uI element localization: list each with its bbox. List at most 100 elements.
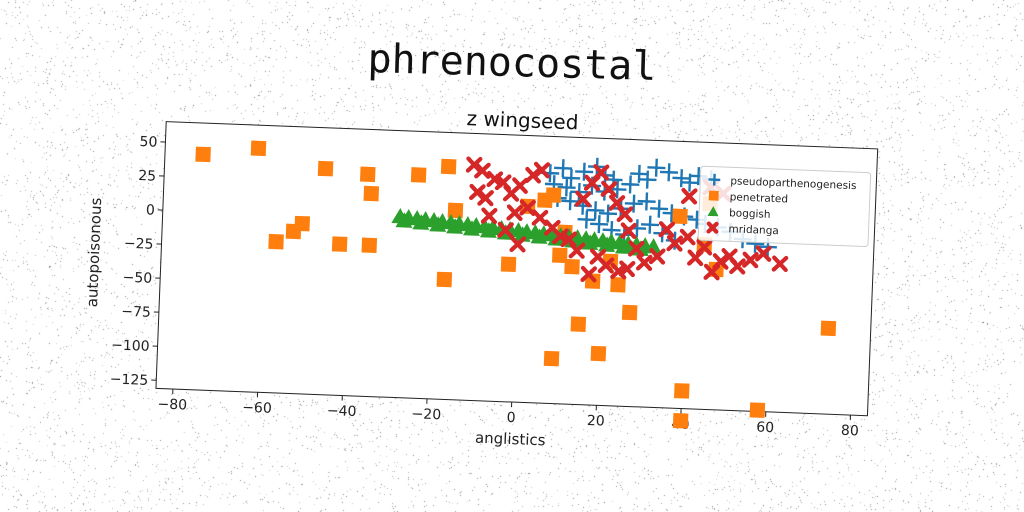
triangle-point (462, 220, 480, 236)
x-point (574, 190, 592, 208)
square-point (436, 271, 453, 288)
triangle-point (513, 226, 531, 242)
legend-label: pseudoparthenogenesis (730, 175, 857, 192)
x-point (680, 187, 698, 205)
square-point (543, 350, 560, 367)
plus-point (586, 201, 605, 220)
x-point (524, 166, 542, 184)
plus-point (659, 163, 679, 182)
x-point (679, 228, 697, 246)
plus-point (554, 159, 573, 178)
x-tick-label: −80 (157, 396, 187, 413)
plus-point (647, 158, 666, 177)
y-tick-label: −25 (124, 236, 154, 253)
square-point (673, 383, 690, 399)
square-point (564, 258, 580, 275)
y-tick-label: −50 (122, 270, 152, 287)
square-point (363, 185, 380, 202)
x-tick-label: 20 (587, 413, 605, 430)
legend-marker (707, 206, 719, 217)
triangle-point (631, 240, 649, 257)
axes: −80−60−40−2002040608050250−25−50−75−100−… (110, 121, 879, 440)
plus-point (562, 169, 581, 188)
triangle-point (395, 212, 413, 228)
y-tick-label: 25 (138, 168, 156, 185)
legend-marker (708, 173, 721, 186)
x-point (474, 162, 491, 179)
x-point (755, 245, 772, 262)
legend-marker (708, 190, 719, 201)
x-point (618, 260, 636, 278)
x-tick-label: 80 (841, 423, 859, 440)
x-point (771, 255, 789, 273)
x-point (620, 222, 637, 240)
series-boggish (391, 207, 662, 257)
x-tick-label: 0 (506, 410, 516, 426)
square-point (250, 140, 267, 157)
x-point (658, 221, 676, 238)
plus-point (637, 192, 656, 211)
plus-point (590, 215, 609, 234)
x-point (580, 265, 598, 283)
plus-point (638, 170, 657, 189)
square-point (551, 247, 568, 264)
square-point (359, 166, 376, 183)
square-point (268, 233, 284, 250)
square-point (294, 215, 311, 232)
legend-label: mridanga (728, 223, 779, 237)
triangle-point (581, 234, 599, 250)
square-point (545, 187, 562, 203)
y-tick-label: 50 (139, 134, 157, 151)
triangle-point (644, 238, 662, 254)
x-point (506, 204, 524, 222)
square-point (440, 158, 457, 175)
x-point (742, 251, 759, 269)
triangle-point (614, 238, 632, 254)
plus-point (621, 175, 640, 194)
square-point (361, 237, 378, 254)
x-point (519, 199, 536, 217)
x-point (648, 248, 666, 265)
x-point (666, 235, 684, 252)
x-tick-label: −40 (327, 403, 357, 420)
legend-label: boggish (729, 207, 771, 221)
square-point (672, 208, 688, 225)
triangle-point (412, 214, 430, 230)
x-point (592, 164, 610, 181)
plus-point (672, 169, 691, 188)
x-point (712, 253, 730, 270)
square-point (331, 236, 348, 252)
x-point (597, 256, 615, 274)
y-tick-label: 0 (146, 202, 156, 218)
square-point (570, 316, 587, 332)
square-point (621, 304, 638, 321)
x-point (469, 183, 486, 201)
square-point (410, 167, 427, 183)
x-point (477, 189, 494, 207)
plus-point (624, 194, 643, 213)
square-point (447, 202, 464, 219)
square-point (590, 345, 607, 362)
square-point (610, 277, 626, 293)
x-tick-label: −20 (411, 406, 441, 423)
y-tick-label: −125 (110, 371, 149, 388)
x-tick-label: −60 (242, 400, 272, 417)
triangle-point (479, 222, 497, 238)
data-points (195, 140, 837, 429)
triangle-point (598, 236, 616, 252)
x-point (480, 207, 498, 225)
plus-point (557, 178, 576, 197)
triangle-point (564, 232, 582, 248)
square-point (820, 320, 837, 337)
square-point (749, 402, 766, 418)
plus-point (575, 162, 594, 181)
x-axis-label: anglistics (475, 429, 546, 450)
plus-point (577, 210, 596, 229)
y-axis-label: autopoisonous (83, 197, 105, 307)
x-point (616, 205, 634, 223)
y-tick-label: −75 (121, 304, 151, 321)
legend-label: penetrated (729, 191, 788, 205)
x-point (533, 161, 551, 179)
